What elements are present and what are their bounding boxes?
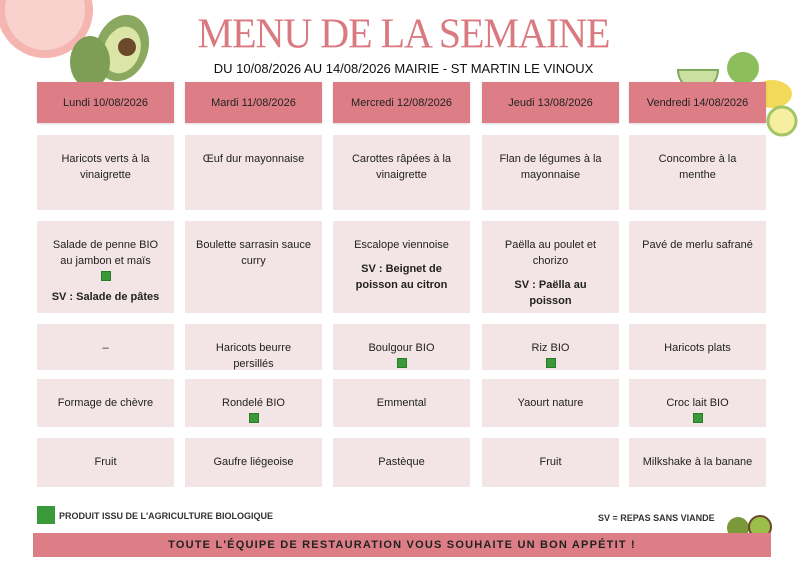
menu-cell: Flan de légumes à la mayonnaise — [482, 135, 619, 210]
menu-cell: Pastèque — [333, 438, 470, 487]
day-header: Vendredi 14/08/2026 — [629, 82, 766, 123]
dish: Fruit — [94, 456, 117, 468]
grapefruit-inner — [5, 0, 85, 50]
dish: Emmental — [376, 397, 427, 409]
dish: Rondelé BIO — [222, 397, 285, 409]
menu-cell: Haricots verts à la vinaigrette — [37, 135, 174, 210]
sv-legend: SV = REPAS SANS VIANDE — [598, 513, 715, 523]
menu-cell: Paëlla au poulet et chorizo SV : Paëlla a… — [482, 221, 619, 313]
menu-cell: Formage de chèvre — [37, 379, 174, 427]
menu-cell: Pavé de merlu safrané — [629, 221, 766, 313]
title: MENU DE LA SEMAINE — [197, 9, 611, 58]
dish: Boulgour BIO — [368, 342, 435, 354]
avocado-pit — [118, 38, 136, 56]
dish: Riz BIO — [531, 342, 570, 354]
day-header: Jeudi 13/08/2026 — [482, 82, 619, 123]
menu-cell: Escalope viennoise SV : Beignet de poisso… — [333, 221, 470, 313]
bio-logo — [37, 506, 55, 524]
subtitle: DU 10/08/2026 AU 14/08/2026 MAIRIE - ST … — [213, 61, 594, 76]
dish: Gaufre liégeoise — [213, 456, 294, 468]
menu-cell: Haricots beurre persillés — [185, 324, 322, 370]
dish: Concombre à la menthe — [658, 153, 737, 181]
menu-cell: Fruit — [482, 438, 619, 487]
dish: Fruit — [539, 456, 562, 468]
day-header: Lundi 10/08/2026 — [37, 82, 174, 123]
dish: Formage de chèvre — [57, 397, 154, 409]
menu-cell: Boulgour BIO — [333, 324, 470, 370]
lemon-slice — [766, 105, 798, 137]
day-header: Mardi 11/08/2026 — [185, 82, 322, 123]
menu-cell: Riz BIO — [482, 324, 619, 370]
dish: Haricots beurre persillés — [215, 342, 292, 370]
vegetarian-option: SV : Beignet de poisson au citron — [355, 263, 448, 291]
dish: Boulette sarrasin sauce curry — [196, 239, 311, 267]
dish: Escalope viennoise — [354, 239, 449, 251]
menu-cell: Milkshake à la banane — [629, 438, 766, 487]
dish: Flan de légumes à la mayonnaise — [499, 153, 602, 181]
menu-cell: Emmental — [333, 379, 470, 427]
bio-icon — [248, 413, 259, 423]
dish: Carottes râpées à la vinaigrette — [351, 153, 452, 181]
bio-icon — [100, 271, 111, 281]
menu-cell: Œuf dur mayonnaise — [185, 135, 322, 210]
bio-icon — [396, 358, 407, 368]
lime — [727, 52, 759, 84]
dish: Milkshake à la banane — [642, 456, 753, 468]
dish: Croc lait BIO — [666, 397, 729, 409]
dish: Haricots plats — [664, 342, 731, 354]
menu-cell: Fruit — [37, 438, 174, 487]
dish: Œuf dur mayonnaise — [202, 153, 305, 165]
vegetarian-option: SV : Paëlla au poisson — [514, 279, 587, 307]
day-header: Mercredi 12/08/2026 — [333, 82, 470, 123]
menu-cell: – — [37, 324, 174, 370]
dish: Salade de penne BIO au jambon et maïs — [52, 239, 159, 267]
dish: Haricots verts à la vinaigrette — [61, 153, 150, 181]
footer-banner: TOUTE L'ÉQUIPE DE RESTAURATION VOUS SOUH… — [33, 533, 771, 557]
menu-cell: Concombre à la menthe — [629, 135, 766, 210]
dish: Yaourt nature — [517, 397, 584, 409]
menu-cell: Rondelé BIO — [185, 379, 322, 427]
dish: Pastèque — [378, 456, 425, 468]
menu-cell: Yaourt nature — [482, 379, 619, 427]
menu-cell: Gaufre liégeoise — [185, 438, 322, 487]
dish: Paëlla au poulet et chorizo — [504, 239, 597, 267]
menu-cell: Haricots plats — [629, 324, 766, 370]
bio-icon — [692, 413, 703, 423]
menu-cell: Boulette sarrasin sauce curry — [185, 221, 322, 313]
bio-icon — [545, 358, 556, 368]
vegetarian-option: SV : Salade de pâtes — [51, 291, 160, 303]
dish: Pavé de merlu safrané — [642, 239, 753, 251]
menu-cell: Carottes râpées à la vinaigrette — [333, 135, 470, 210]
dish: – — [102, 342, 109, 354]
menu-cell: Salade de penne BIO au jambon et maïs SV … — [37, 221, 174, 313]
avocado-2 — [70, 36, 110, 88]
bio-legend: PRODUIT ISSU DE L'AGRICULTURE BIOLOGIQUE — [59, 511, 273, 521]
menu-cell: Croc lait BIO — [629, 379, 766, 427]
